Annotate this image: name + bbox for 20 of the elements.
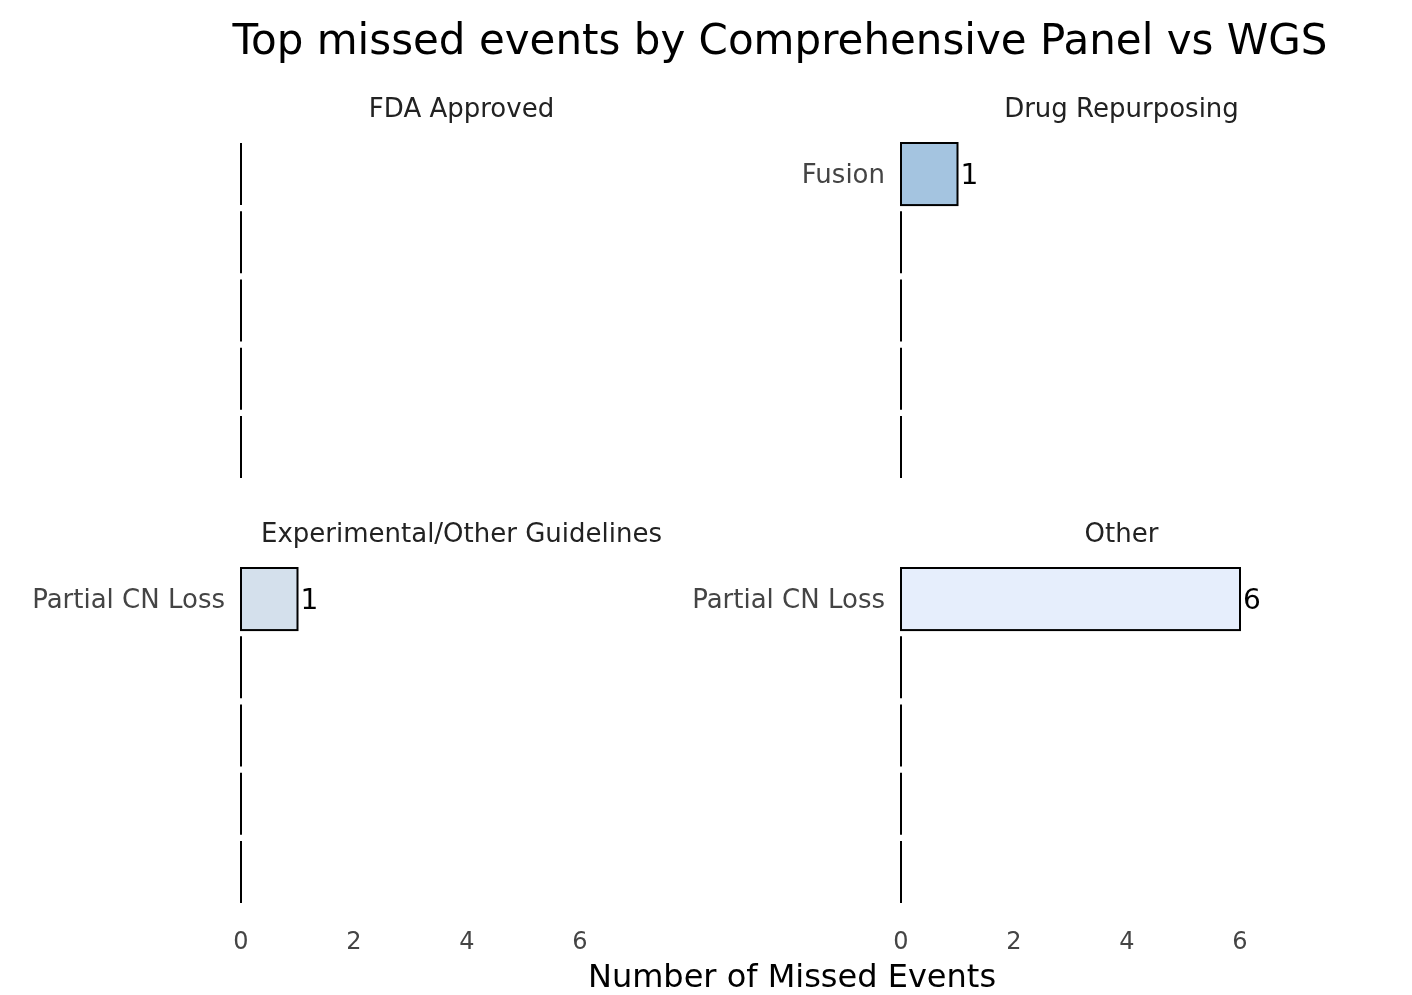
chart-subtitle: Experimental/Other Guidelines [260, 518, 663, 548]
text: Top missed events by Comprehensive Panel vs WGS [231, 15, 1328, 64]
data-label: 6 [1243, 582, 1261, 616]
x-axis-title: Number of Missed Events [587, 957, 997, 995]
data-label: 1 [300, 582, 319, 616]
chart-subtitle: Drug Repurposing [1004, 93, 1239, 123]
text: FDA Approved [368, 93, 555, 123]
y-tick-label: Fusion [801, 159, 885, 190]
data-label: 1 [960, 157, 979, 191]
x-tick-label: 6 [1232, 927, 1248, 955]
x-tick-label: 4 [459, 927, 475, 955]
y-tick-label: Partial CN Loss [692, 584, 885, 615]
x-tick-label: 6 [572, 927, 588, 955]
x-tick-label: 2 [346, 927, 362, 955]
x-tick-label: 0 [893, 927, 909, 955]
x-tick-label: 2 [1006, 927, 1022, 955]
chart-subtitle: Other [1084, 518, 1159, 548]
y-tick-label: Partial CN Loss [32, 584, 225, 615]
x-tick-label: 0 [233, 927, 249, 955]
x-tick-label: 4 [1119, 927, 1135, 955]
